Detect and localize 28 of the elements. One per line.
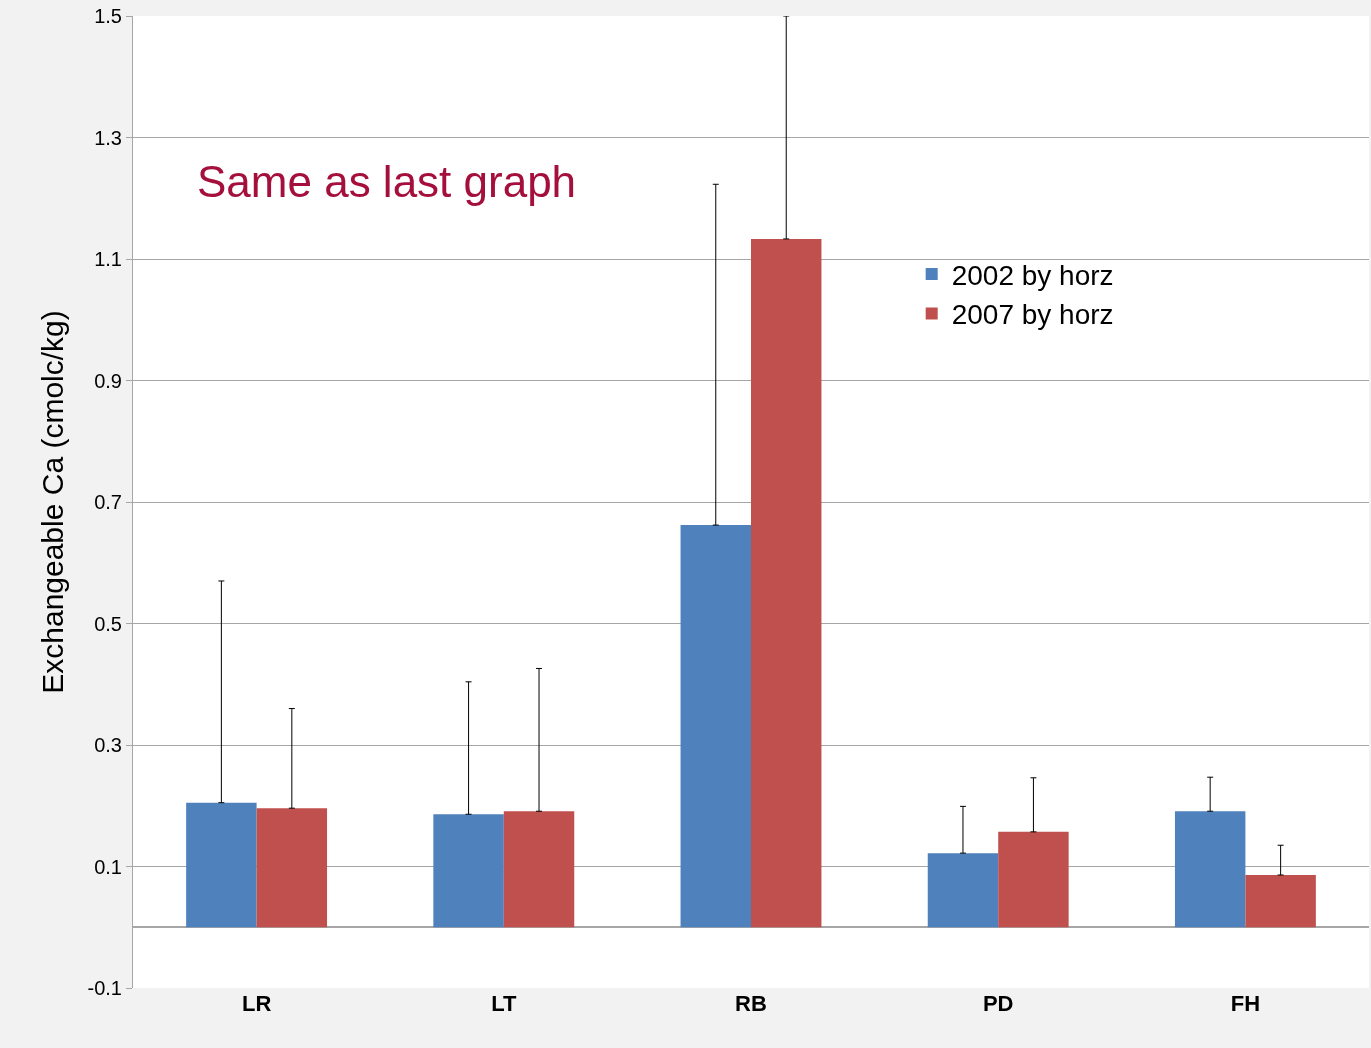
y-tick-label: 1.5 bbox=[94, 5, 122, 27]
y-tick-label: 1.1 bbox=[94, 248, 122, 270]
bar bbox=[186, 802, 257, 928]
bar bbox=[927, 853, 999, 928]
y-tick-label: 0.1 bbox=[94, 855, 122, 878]
x-tick-label: LR bbox=[241, 991, 272, 1016]
legend-label: 2002 by horz bbox=[951, 259, 1114, 291]
bar bbox=[1245, 875, 1316, 928]
y-tick-label: -0.1 bbox=[87, 977, 122, 999]
y-tick-label: 0.3 bbox=[94, 734, 122, 756]
x-tick-label: RB bbox=[735, 991, 767, 1016]
y-tick-label: 0.5 bbox=[94, 612, 122, 635]
y-tick-label: 0.7 bbox=[94, 491, 122, 513]
bar bbox=[998, 831, 1069, 928]
x-tick-label: LT bbox=[491, 991, 517, 1016]
y-tick-label: 0.9 bbox=[94, 369, 122, 392]
bar bbox=[680, 525, 751, 928]
bar bbox=[751, 238, 822, 928]
bar bbox=[1174, 811, 1246, 928]
bar bbox=[503, 811, 575, 928]
x-tick-label: FH bbox=[1230, 991, 1261, 1016]
y-axis-title: Exchangeable Ca (cmolc/kg) bbox=[35, 310, 69, 694]
bar bbox=[433, 814, 504, 928]
y-tick-label: 1.3 bbox=[94, 126, 122, 149]
x-tick-label: PD bbox=[982, 991, 1014, 1016]
annotation: Same as last graph bbox=[197, 157, 577, 206]
legend-label: 2007 by horz bbox=[951, 299, 1114, 331]
bar bbox=[256, 808, 328, 928]
